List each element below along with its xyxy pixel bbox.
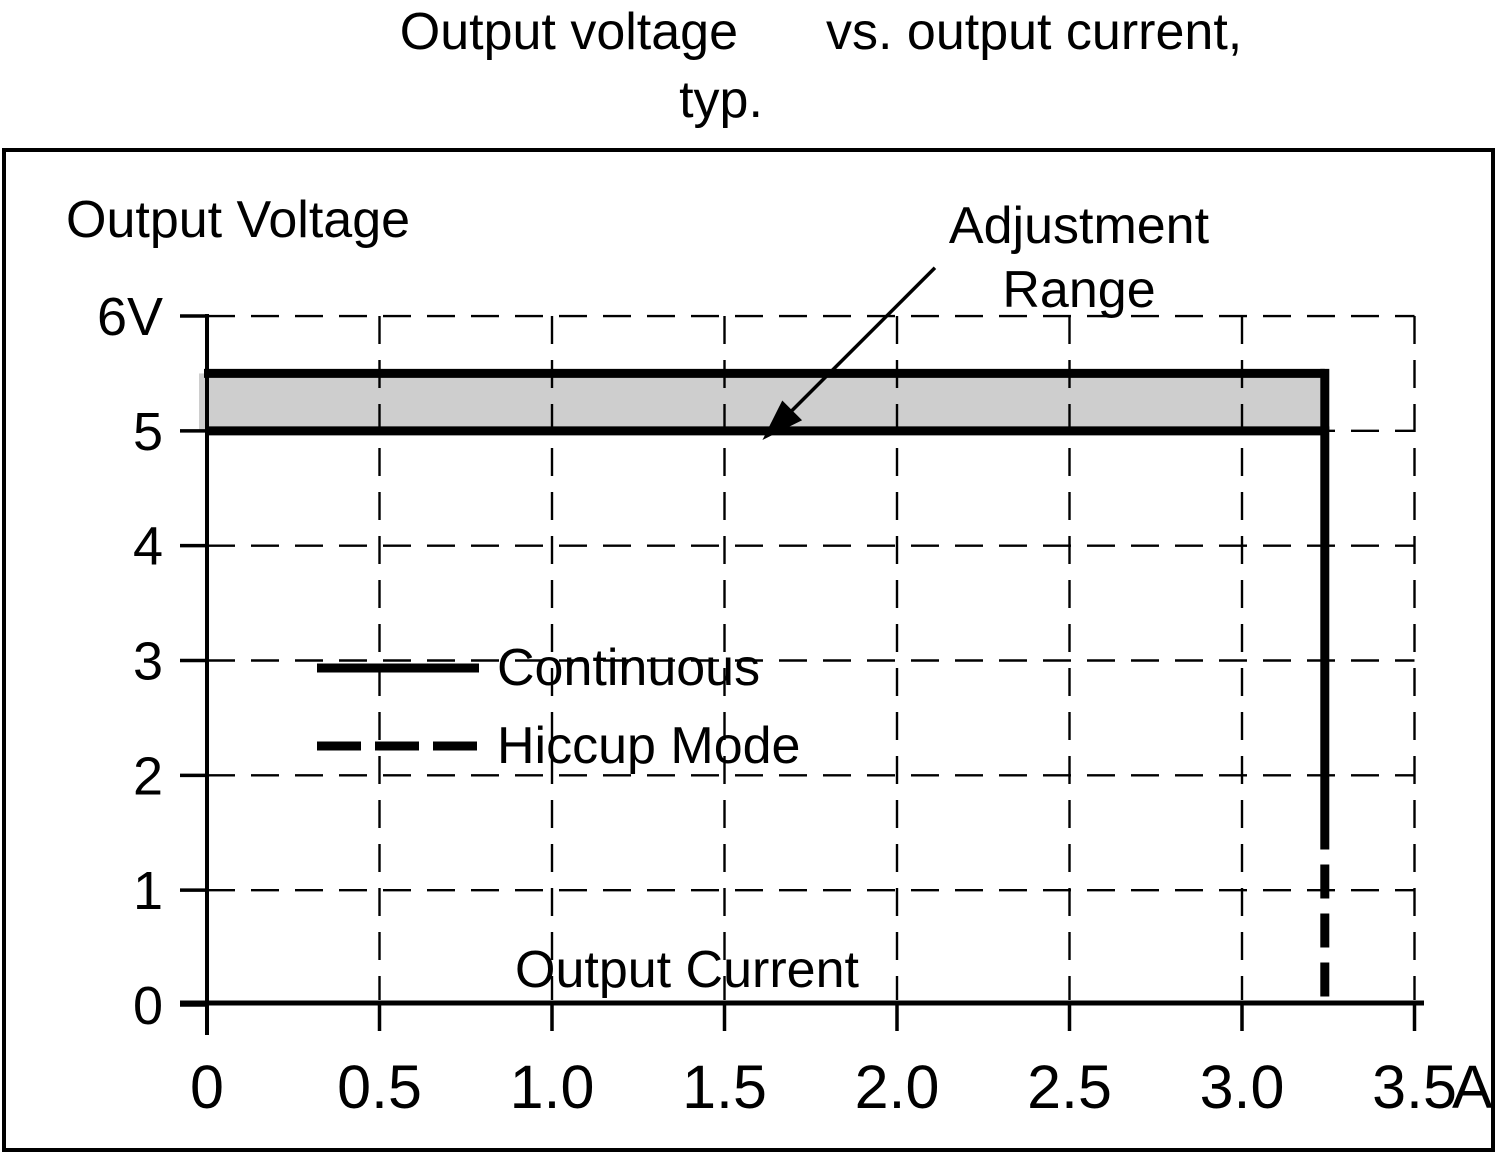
x-tick-label: 2.0 bbox=[855, 1053, 940, 1121]
y-tick-label: 4 bbox=[133, 517, 163, 577]
solid-line-swatch bbox=[313, 662, 483, 674]
y-tick-label: 6V bbox=[97, 287, 163, 347]
legend-label-hiccup-mode: Hiccup Mode bbox=[497, 717, 801, 775]
x-tick-label: 3.5 bbox=[1372, 1053, 1457, 1121]
dashed-line-swatch bbox=[313, 740, 483, 752]
y-tick-label: 3 bbox=[133, 632, 163, 692]
chart-title: Output voltage vs. output current, typ. bbox=[0, 2, 1500, 130]
y-tick-label: 0 bbox=[133, 976, 163, 1036]
annotation-arrow-line bbox=[786, 266, 937, 416]
y-tick-label: 1 bbox=[133, 861, 163, 921]
annotation-line2: Range bbox=[1002, 261, 1156, 319]
chart-title-part-current: vs. output current, bbox=[826, 3, 1243, 61]
chart-title-line2: typ. bbox=[679, 71, 763, 129]
y-tick-label: 2 bbox=[133, 746, 163, 806]
adjustment-band bbox=[199, 373, 1325, 431]
x-tick-label: 2.5 bbox=[1027, 1053, 1112, 1121]
x-tick-label: 0.5 bbox=[337, 1053, 422, 1121]
x-tick-label: 3.0 bbox=[1200, 1053, 1285, 1121]
legend-item-hiccup-mode: Hiccup Mode bbox=[313, 716, 800, 776]
x-tick-label: 0 bbox=[190, 1053, 224, 1121]
x-axis-title: Output Current bbox=[515, 941, 859, 999]
chart-title-part-voltage: Output voltage bbox=[399, 3, 739, 61]
y-axis-title: Output Voltage bbox=[66, 191, 411, 249]
legend-label-continuous: Continuous bbox=[497, 639, 761, 697]
legend: Continuous Hiccup Mode bbox=[313, 638, 800, 776]
legend-item-continuous: Continuous bbox=[313, 638, 800, 698]
x-tick-label: 1.0 bbox=[510, 1053, 595, 1121]
x-tick-label: 1.5 bbox=[682, 1053, 767, 1121]
chart-title-line1: Output voltage vs. output current, bbox=[71, 2, 1500, 62]
annotation-line1: Adjustment bbox=[948, 197, 1210, 255]
y-tick-label: 5 bbox=[133, 402, 163, 462]
x-unit-label: A bbox=[1452, 1053, 1493, 1121]
annotation-arrow-head bbox=[762, 400, 803, 441]
adjustment-range-annotation: Adjustment Range bbox=[928, 194, 1230, 322]
continuous-line bbox=[207, 426, 1330, 816]
